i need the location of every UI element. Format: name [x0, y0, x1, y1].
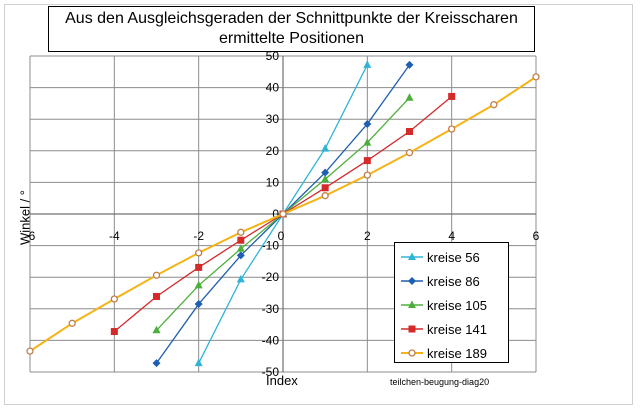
data-point-series-5: [110, 295, 118, 303]
x-tick-label: 6: [533, 229, 540, 243]
legend-item-4: kreise 141: [395, 317, 508, 341]
legend-swatch-marker: [408, 252, 416, 260]
y-tick-label: -40: [262, 333, 280, 347]
y-tick-label: -50: [262, 365, 280, 379]
chart-title-line-1: Aus den Ausgleichsgeraden der Schnittpun…: [65, 10, 518, 27]
legend-label: kreise 105: [427, 297, 487, 313]
data-point-series-5: [532, 73, 540, 81]
legend-swatch-marker: [408, 325, 416, 333]
y-tick-label: 40: [266, 81, 280, 95]
data-point-series-5: [405, 149, 414, 157]
chart-annotation: teilchen-beugung-diag20: [390, 377, 490, 387]
legend-item-3: kreise 105: [395, 293, 508, 317]
data-point-series-3: [321, 174, 330, 183]
legend-label: kreise 86: [427, 273, 480, 289]
data-point-series-5: [68, 319, 76, 327]
data-point-series-5: [237, 228, 245, 236]
data-point-series-1: [236, 274, 245, 283]
x-tick-label: 4: [448, 229, 455, 243]
legend-item-2: kreise 86: [395, 269, 508, 293]
data-point-series-2: [236, 251, 245, 260]
data-point-series-2: [194, 300, 203, 309]
y-tick-label: 10: [266, 175, 280, 189]
y-tick-label: -10: [262, 239, 280, 253]
data-point-series-4: [448, 92, 456, 100]
y-tick-label: -30: [262, 302, 280, 316]
legend-swatch-marker: [408, 277, 416, 285]
data-point-series-2: [363, 119, 372, 128]
x-axis-label: Index: [266, 373, 298, 388]
legend-label: kreise 189: [427, 345, 487, 361]
data-point-series-3: [152, 325, 161, 334]
data-point-series-3: [363, 138, 372, 146]
data-point-series-5: [321, 192, 329, 200]
legend-swatch: [401, 300, 423, 308]
data-point-series-3: [194, 280, 203, 289]
legend-swatch: [401, 277, 423, 285]
legend-item-5: kreise 189: [395, 341, 508, 365]
data-point-series-5: [363, 171, 371, 179]
y-tick-label: 30: [266, 112, 280, 126]
data-point-series-3: [405, 93, 414, 101]
y-tick-label: -20: [262, 270, 280, 284]
chart-legend: kreise 56 kreise 86 kreise 105 kreise 141 kr…: [394, 242, 509, 363]
data-point-series-4: [195, 263, 203, 271]
x-tick-label: -6: [25, 229, 36, 243]
data-point-series-5: [490, 101, 498, 109]
x-tick-label: -2: [193, 229, 204, 243]
legend-label: kreise 56: [427, 249, 480, 265]
data-point-series-4: [321, 184, 329, 192]
x-tick-label: 2: [364, 229, 371, 243]
legend-item-1: kreise 56: [395, 245, 508, 269]
chart-title-line-2: ermittelte Positionen: [219, 30, 364, 47]
data-point-series-1: [363, 60, 372, 68]
data-point-series-1: [194, 358, 203, 367]
data-point-series-5: [26, 347, 34, 355]
y-tick-label: 0: [272, 207, 279, 221]
data-point-series-5: [279, 210, 287, 218]
y-tick-label: 20: [266, 144, 280, 158]
legend-swatch-marker: [408, 349, 416, 357]
data-point-series-1: [321, 144, 330, 152]
legend-swatch: [401, 252, 423, 260]
y-tick-label: 50: [266, 49, 280, 63]
data-point-series-4: [237, 236, 245, 244]
x-tick-label: 0: [278, 229, 285, 243]
data-point-series-4: [406, 128, 413, 136]
y-axis-label: Winkel / °: [17, 189, 33, 246]
data-point-series-5: [195, 249, 203, 257]
data-point-series-4: [363, 157, 371, 165]
legend-label: kreise 141: [427, 321, 487, 337]
chart-frame: [4, 4, 633, 405]
data-point-series-5: [152, 271, 161, 279]
legend-swatch: [401, 325, 423, 333]
data-point-series-2: [321, 168, 330, 177]
data-point-series-3: [236, 244, 245, 252]
x-tick-label: -4: [109, 229, 120, 243]
chart-title: Aus den Ausgleichsgeraden der Schnittpun…: [48, 6, 535, 52]
data-point-series-2: [405, 60, 414, 69]
data-point-series-4: [153, 292, 160, 300]
data-point-series-2: [152, 359, 161, 368]
data-point-series-5: [448, 125, 456, 133]
data-point-series-4: [110, 328, 118, 336]
legend-swatch: [401, 349, 423, 357]
legend-swatch-marker: [408, 300, 416, 308]
